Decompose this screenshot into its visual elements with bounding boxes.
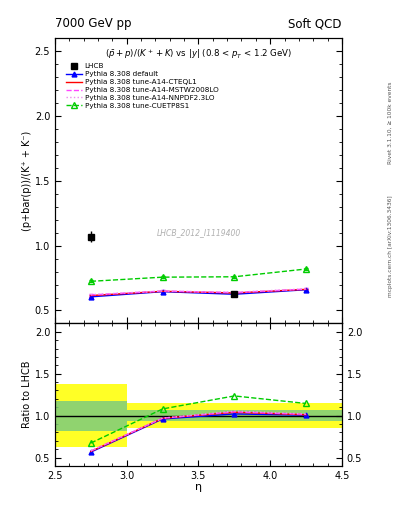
Text: mcplots.cern.ch [arXiv:1306.3436]: mcplots.cern.ch [arXiv:1306.3436] [388, 195, 393, 296]
Text: Soft QCD: Soft QCD [288, 17, 342, 30]
X-axis label: η: η [195, 482, 202, 492]
Text: LHCB_2012_I1119400: LHCB_2012_I1119400 [156, 228, 241, 237]
Y-axis label: Ratio to LHCB: Ratio to LHCB [22, 361, 32, 429]
Text: $(\bar{p}+p)/(K^++K)$ vs $|y|$ (0.8 < $p_T$ < 1.2 GeV): $(\bar{p}+p)/(K^++K)$ vs $|y|$ (0.8 < $p… [105, 47, 292, 60]
Text: Rivet 3.1.10, ≥ 100k events: Rivet 3.1.10, ≥ 100k events [388, 81, 393, 164]
Text: 7000 GeV pp: 7000 GeV pp [55, 17, 132, 30]
Y-axis label: (p+bar(p))/(K⁺ + K⁻): (p+bar(p))/(K⁺ + K⁻) [22, 131, 32, 231]
Legend: LHCB, Pythia 8.308 default, Pythia 8.308 tune-A14-CTEQL1, Pythia 8.308 tune-A14-: LHCB, Pythia 8.308 default, Pythia 8.308… [64, 62, 220, 110]
